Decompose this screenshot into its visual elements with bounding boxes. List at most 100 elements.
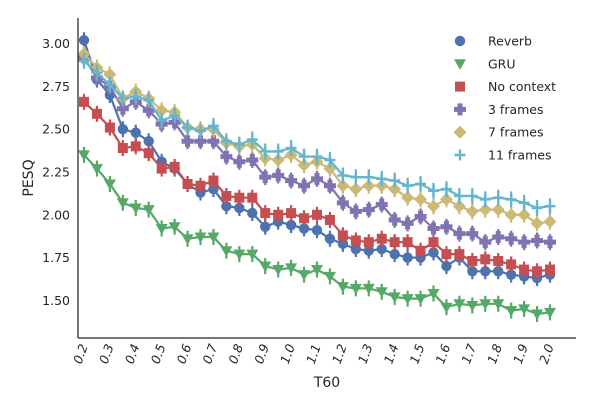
data-point [466, 300, 479, 312]
data-point [519, 264, 530, 275]
data-point [440, 220, 453, 233]
y-tick-label: 1.75 [42, 250, 70, 265]
data-point [389, 175, 401, 187]
data-point [285, 142, 297, 154]
data-point [234, 192, 245, 203]
data-point [337, 230, 348, 241]
data-point [531, 309, 544, 321]
data-point [492, 231, 505, 244]
data-point [130, 141, 141, 152]
data-point [518, 236, 531, 249]
data-point [428, 185, 439, 197]
x-tick-label: 2.0 [536, 342, 557, 366]
data-point [415, 245, 426, 256]
data-point [479, 236, 492, 249]
legend-item: GRU [454, 56, 516, 71]
data-point [103, 179, 116, 190]
data-point [531, 202, 543, 214]
data-point [454, 249, 465, 260]
data-point [155, 223, 168, 235]
data-point [388, 213, 401, 226]
data-point [323, 271, 336, 283]
data-point [246, 133, 258, 145]
data-point [285, 219, 297, 231]
data-point [401, 294, 414, 305]
data-point [79, 96, 89, 107]
data-point [169, 161, 180, 172]
data-point [247, 207, 258, 219]
data-point [272, 169, 285, 182]
x-axis-label: T60 [313, 375, 340, 391]
data-point [362, 283, 375, 295]
data-point [349, 205, 362, 218]
y-tick-label: 3.00 [42, 36, 70, 51]
data-point [194, 232, 207, 244]
legend-item: 11 frames [454, 148, 551, 163]
data-point [207, 135, 220, 148]
data-point [221, 190, 232, 201]
data-point [298, 151, 310, 163]
data-point [259, 171, 272, 184]
legend: Reverb GRU No context 3 frames 7 frames 11 fr… [453, 34, 556, 163]
data-point [91, 67, 103, 79]
data-point [285, 263, 298, 274]
data-point [466, 190, 478, 202]
data-point [466, 227, 479, 240]
data-point [156, 163, 167, 174]
data-point [504, 208, 518, 222]
data-point [465, 204, 479, 218]
data-point [479, 299, 492, 310]
data-point [389, 237, 400, 248]
data-point [142, 104, 155, 117]
data-point [376, 243, 387, 255]
data-point [349, 283, 362, 295]
plot-area [77, 32, 557, 323]
data-point [505, 306, 518, 317]
x-tick-label: 1.5 [406, 342, 427, 366]
data-point [116, 198, 129, 209]
data-point [545, 264, 555, 275]
data-point [453, 190, 465, 202]
data-point [543, 215, 557, 229]
y-tick-label: 2.25 [42, 165, 70, 180]
data-point [208, 175, 219, 186]
legend-marker [454, 103, 466, 116]
data-point [427, 289, 440, 300]
data-point [427, 199, 440, 213]
x-tick-label: 0.3 [96, 342, 117, 366]
data-point [402, 180, 414, 192]
legend-label: No context [488, 79, 556, 94]
data-point [453, 299, 466, 310]
data-point [350, 243, 362, 255]
data-point [467, 266, 478, 277]
data-point [260, 221, 271, 232]
data-point [492, 299, 505, 310]
data-point [544, 236, 556, 249]
x-tick-label: 1.1 [303, 342, 324, 366]
x-tick-label: 1.4 [381, 342, 402, 366]
data-point [220, 150, 233, 163]
data-point [362, 203, 375, 216]
legend-marker [455, 81, 465, 92]
y-axis-label: PESQ [21, 159, 37, 196]
legend-marker [454, 59, 466, 70]
data-point [375, 198, 388, 211]
data-point [311, 151, 323, 163]
data-point [117, 124, 129, 135]
data-point [297, 158, 311, 172]
data-point [518, 304, 531, 315]
data-point [169, 110, 181, 122]
x-tick-label: 1.6 [432, 342, 453, 366]
data-point [441, 260, 452, 272]
data-point [493, 255, 504, 266]
x-tick-label: 0.9 [251, 342, 272, 366]
y-tick-label: 1.50 [42, 293, 70, 308]
data-point [298, 179, 311, 192]
data-point [207, 120, 219, 132]
data-point [78, 150, 90, 161]
data-point [220, 246, 233, 257]
data-point [117, 92, 129, 104]
data-point [273, 209, 284, 220]
data-point [247, 192, 258, 203]
